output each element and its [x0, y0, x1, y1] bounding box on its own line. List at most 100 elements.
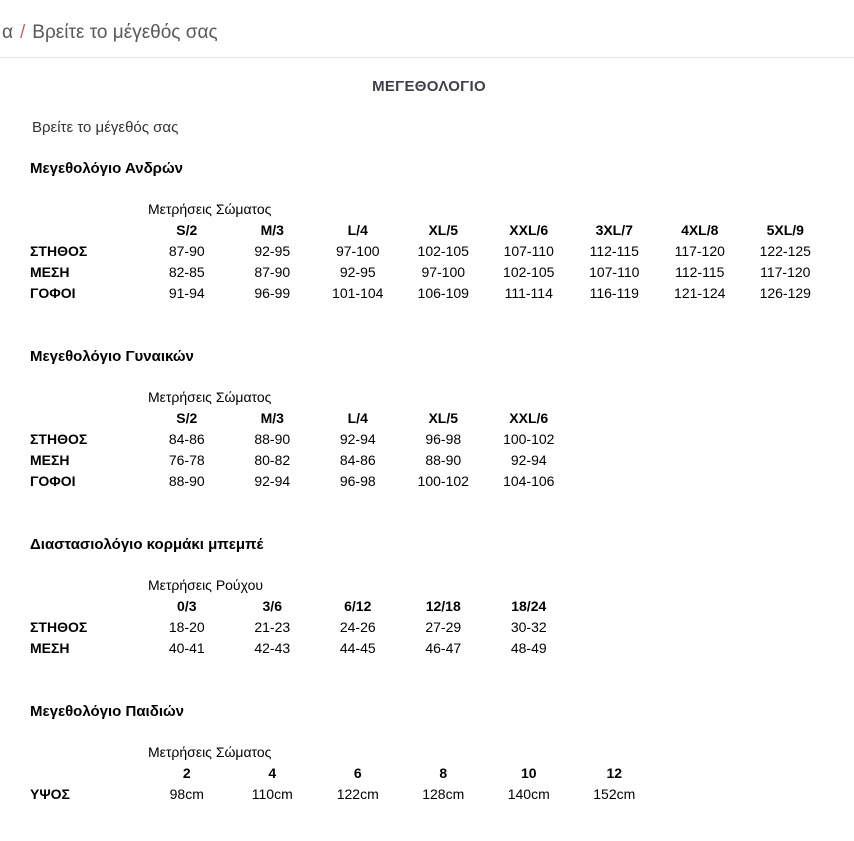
row-label: ΣΤΗΘΟΣ [30, 431, 88, 447]
size-column-header: 10 [520, 765, 537, 781]
size-column-header: 4 [268, 765, 277, 781]
size-column-header: 3XL/7 [595, 222, 633, 238]
size-column-header: M/3 [260, 410, 284, 426]
size-column-header: 6/12 [344, 598, 372, 614]
size-value-cell: 92-94 [339, 431, 376, 447]
size-column-header: 12/18 [425, 598, 461, 614]
size-column-header: XXL/6 [509, 410, 549, 426]
size-column-header: 3/6 [262, 598, 282, 614]
row-label: ΣΤΗΘΟΣ [30, 243, 88, 259]
size-value-cell: 91-94 [168, 285, 205, 301]
measurement-type-label: Μετρήσεις Ρούχου [148, 577, 264, 593]
size-value-cell: 88-90 [168, 473, 205, 489]
main-content: ΜΕΓΕΘΟΛΟΓΙΟ Βρείτε το μέγεθός σας Μεγεθο… [0, 76, 854, 805]
size-value-cell: 92-94 [254, 473, 291, 489]
spacer-cell [30, 763, 144, 784]
size-value-cell: 107-110 [589, 264, 640, 280]
size-value-cell: 107-110 [503, 243, 554, 259]
row-label: ΜΕΣΗ [30, 452, 70, 468]
size-columns-row: S/2 M/3 L/4 XL/5 XXL/6 3XL/7 4XL/8 5XL/9 [30, 220, 828, 241]
size-column-header: 4XL/8 [681, 222, 719, 238]
size-value-cell: 110cm [251, 786, 293, 802]
row-label: ΓΟΦΟΙ [30, 473, 76, 489]
size-value-cell: 27-29 [425, 619, 462, 635]
size-value-cell: 80-82 [254, 452, 291, 468]
size-value-cell: 116-119 [589, 285, 639, 301]
breadcrumb-item-current: Βρείτε το μέγεθός σας [32, 22, 218, 43]
size-value-cell: 122-125 [759, 243, 811, 259]
section-heading: Μεγεθολόγιο Γυναικών [30, 348, 194, 365]
size-table-section-2: Διαστασιολόγιο κορμάκι μπεμπέ Μετρήσεις … [30, 534, 828, 659]
size-column-header: 18/24 [511, 598, 547, 614]
spacer-cell [30, 596, 144, 617]
row-label: ΣΤΗΘΟΣ [30, 619, 88, 635]
size-value-cell: 111-114 [504, 285, 553, 301]
size-column-header: 2 [182, 765, 191, 781]
size-value-cell: 88-90 [254, 431, 291, 447]
section-heading: Μεγεθολόγιο Παιδιών [30, 703, 185, 720]
size-value-cell: 76-78 [168, 452, 205, 468]
size-value-cell: 152cm [593, 786, 636, 802]
size-column-header: 6 [353, 765, 362, 781]
size-value-cell: 106-109 [417, 285, 469, 301]
size-value-cell: 92-95 [254, 243, 291, 259]
size-value-cell: 104-106 [503, 473, 555, 489]
page-subtitle: Βρείτε το μέγεθός σας [32, 119, 179, 136]
size-value-cell: 48-49 [510, 640, 547, 656]
size-columns-row: 0/3 3/6 6/12 12/18 18/24 [30, 596, 572, 617]
size-column-header: L/4 [347, 410, 368, 426]
size-value-cell: 97-100 [335, 243, 380, 259]
table-row: ΜΕΣΗ 40-41 42-43 44-45 46-47 48-49 [30, 638, 572, 659]
table-row: ΣΤΗΘΟΣ 87-90 92-95 97-100 102-105 107-110 112-… [30, 241, 828, 262]
size-value-cell: 121-124 [674, 285, 726, 301]
size-value-cell: 96-98 [339, 473, 376, 489]
size-value-cell: 117-120 [760, 264, 811, 280]
size-value-cell: 30-32 [510, 619, 547, 635]
size-column-header: 5XL/9 [766, 222, 804, 238]
section-heading: Διαστασιολόγιο κορμάκι μπεμπέ [30, 536, 264, 553]
size-value-cell: 21-23 [254, 619, 291, 635]
size-value-cell: 42-43 [254, 640, 291, 656]
size-value-cell: 92-94 [510, 452, 547, 468]
size-value-cell: 96-99 [254, 285, 291, 301]
size-value-cell: 87-90 [168, 243, 205, 259]
table-row: ΓΟΦΟΙ 91-94 96-99 101-104 106-109 111-114 116-… [30, 283, 828, 304]
breadcrumb: α / Βρείτε το μέγεθός σας [0, 0, 854, 58]
table-row: ΜΕΣΗ 82-85 87-90 92-95 97-100 102-105 107-110 1… [30, 262, 828, 283]
size-value-cell: 140cm [507, 786, 550, 802]
size-value-cell: 128cm [422, 786, 465, 802]
size-value-cell: 122cm [336, 786, 379, 802]
table-row: ΣΤΗΘΟΣ 18-20 21-23 24-26 27-29 30-32 [30, 617, 572, 638]
section-heading: Μεγεθολόγιο Ανδρών [30, 160, 183, 177]
breadcrumb-item-previous[interactable]: α [2, 22, 13, 43]
size-value-cell: 98cm [169, 786, 204, 802]
size-column-header: M/3 [260, 222, 284, 238]
measurement-type-label: Μετρήσεις Σώματος [148, 389, 272, 405]
size-value-cell: 102-105 [503, 264, 555, 280]
table-row: ΥΨΟΣ 98cm 110cm 122cm 128cm 140cm 152cm [30, 784, 657, 805]
size-value-cell: 88-90 [425, 452, 462, 468]
row-label: ΓΟΦΟΙ [30, 285, 76, 301]
row-label: ΜΕΣΗ [30, 264, 70, 280]
size-value-cell: 112-115 [589, 243, 639, 259]
table-row: ΜΕΣΗ 76-78 80-82 84-86 88-90 92-94 [30, 450, 572, 471]
spacer-cell [30, 387, 144, 408]
size-value-cell: 96-98 [425, 431, 462, 447]
spacer-cell [30, 220, 144, 241]
size-tables-container: Μεγεθολόγιο Ανδρών Μετρήσεις Σώματος S/2… [30, 158, 828, 805]
spacer-cell [30, 199, 144, 220]
measurement-type-row: Μετρήσεις Σώματος [30, 199, 828, 220]
size-value-cell: 44-45 [339, 640, 376, 656]
size-value-cell: 46-47 [425, 640, 462, 656]
measurement-type-label: Μετρήσεις Σώματος [148, 201, 272, 217]
table-row: ΓΟΦΟΙ 88-90 92-94 96-98 100-102 104-106 [30, 471, 572, 492]
spacer-cell [30, 408, 144, 429]
size-value-cell: 126-129 [759, 285, 811, 301]
size-table: Μετρήσεις Σώματος S/2 M/3 L/4 XL/5 XXL/6 3XL/… [30, 199, 828, 304]
size-value-cell: 102-105 [417, 243, 469, 259]
size-column-header: 0/3 [177, 598, 197, 614]
breadcrumb-separator: / [19, 22, 26, 43]
size-value-cell: 40-41 [168, 640, 205, 656]
measurement-type-label: Μετρήσεις Σώματος [148, 744, 272, 760]
size-value-cell: 84-86 [339, 452, 376, 468]
